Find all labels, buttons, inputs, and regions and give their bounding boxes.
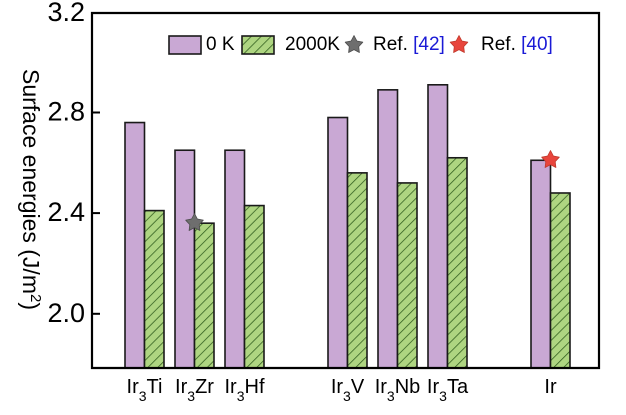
svg-text:Ref. [40]: Ref. [40] bbox=[481, 34, 553, 55]
svg-text:2.0: 2.0 bbox=[47, 298, 85, 328]
svg-text:Ir: Ir bbox=[544, 376, 557, 398]
svg-text:2000K: 2000K bbox=[285, 34, 340, 55]
svg-text:2.4: 2.4 bbox=[47, 197, 85, 227]
svg-text:Ir3Ti: Ir3Ti bbox=[127, 376, 163, 404]
svg-text:Ir3V: Ir3V bbox=[331, 376, 365, 404]
svg-text:2.8: 2.8 bbox=[47, 97, 85, 127]
svg-text:Surface energies (J/m2): Surface energies (J/m2) bbox=[18, 69, 45, 310]
svg-text:Ir3Hf: Ir3Hf bbox=[224, 376, 264, 404]
svg-text:0 K: 0 K bbox=[206, 34, 235, 55]
svg-text:Ir3Ta: Ir3Ta bbox=[427, 376, 469, 404]
svg-text:Ir3Zr: Ir3Zr bbox=[175, 376, 214, 404]
svg-text:Ir3Nb: Ir3Nb bbox=[375, 376, 421, 404]
svg-text:3.2: 3.2 bbox=[47, 0, 85, 27]
svg-text:Ref. [42]: Ref. [42] bbox=[373, 34, 445, 55]
